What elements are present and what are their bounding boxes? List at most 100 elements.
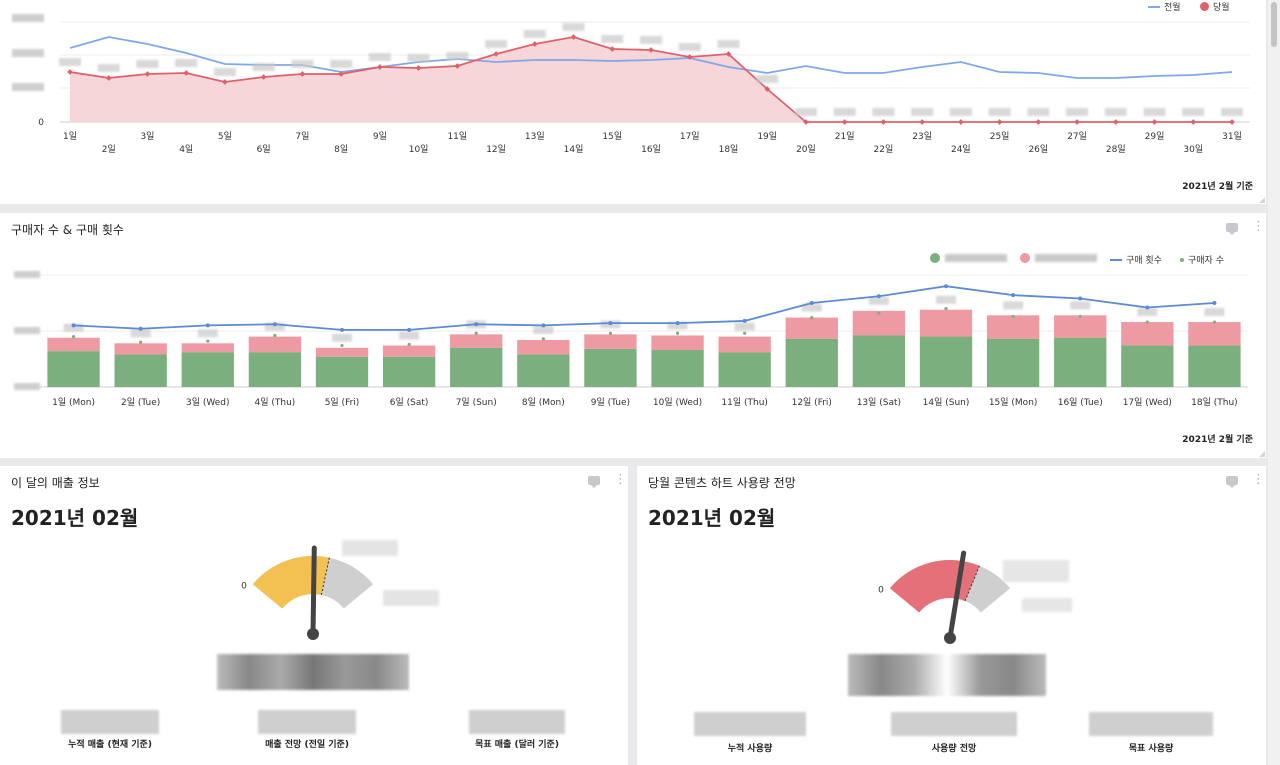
x-tick-label: 22일 <box>874 144 894 155</box>
current-month-point <box>686 54 693 60</box>
current-month-point <box>299 71 306 77</box>
bar-segment-pink <box>852 310 906 336</box>
x-tick-label: 12일 <box>486 144 506 155</box>
x-tick-label: 31일 <box>1222 131 1242 142</box>
current-month-point <box>803 119 809 125</box>
purchaser-count-point <box>877 311 881 315</box>
x-tick-label: 12일 (Fri) <box>792 397 832 408</box>
y-tick-redacted <box>14 383 40 390</box>
bar-segment-pink <box>181 343 234 353</box>
x-tick-label: 9일 (Tue) <box>591 397 630 408</box>
current-month-point <box>377 64 383 70</box>
x-tick-label: 7일 <box>295 131 309 142</box>
bar-segment-pink <box>785 317 838 339</box>
y-tick-redacted <box>12 49 44 57</box>
x-tick-label: 18일 <box>719 144 739 155</box>
kpi-label-cumulative: 누적 사용량 <box>727 744 773 754</box>
data-label-redacted <box>1027 108 1050 116</box>
bar-segment-green <box>517 354 570 387</box>
legend-line[interactable]: 구매 횟수 <box>1110 253 1162 266</box>
bar-segment-pink <box>919 309 973 337</box>
purchase-count-point <box>340 327 344 332</box>
current-month-point <box>958 119 964 125</box>
bar-segment-pink <box>114 343 167 355</box>
legend-bar1-redacted <box>945 254 1007 262</box>
x-tick-label: 1일 <box>63 131 77 142</box>
data-label-redacted <box>868 296 889 305</box>
current-month-point <box>1151 119 1158 125</box>
data-label-redacted <box>407 54 430 62</box>
kpi3-value-redacted <box>1089 712 1213 736</box>
purchase-count-point <box>742 318 747 323</box>
x-tick-label: 2일 (Tue) <box>121 397 160 408</box>
data-label-redacted <box>523 30 546 38</box>
legend-curr-dot-icon <box>1200 2 1209 11</box>
purchase-count-point <box>205 323 210 328</box>
bar-segment-green <box>1054 337 1107 387</box>
x-tick-label: 21일 <box>835 131 855 142</box>
data-label-redacted <box>949 108 972 116</box>
current-month-point <box>1112 119 1119 125</box>
purchase-chart: 1일 (Mon) 2일 (Tue) 3일 (Wed) 4일 (Thu) 5일 (Fri)… <box>14 271 1248 408</box>
data-label-redacted <box>801 303 822 312</box>
x-tick-label: 6일 (Sat) <box>390 397 429 408</box>
current-month-point <box>764 86 771 92</box>
current-month-point <box>260 74 267 80</box>
bar-segment-pink <box>651 335 704 351</box>
y-tick-redacted <box>14 271 40 278</box>
purchaser-count-point <box>1212 320 1217 324</box>
x-tick-label: 1일 (Mon) <box>52 397 95 408</box>
bar-segment-pink <box>584 334 637 349</box>
report-month: 2021년 02월 <box>11 506 139 530</box>
current-month-point <box>996 119 1003 125</box>
data-label-redacted <box>911 108 934 116</box>
x-tick-label: 15일 <box>602 131 622 142</box>
x-tick-label: 3일 <box>140 131 154 142</box>
revenue-panel: 이 달의 매출 정보 ⋮ 2021년 02월 0 누적 매출 (현재 기준) 매… <box>0 466 628 765</box>
bar-segment-green <box>1121 345 1174 387</box>
comment-icon[interactable] <box>1226 475 1238 488</box>
comment-icon[interactable] <box>1226 222 1238 235</box>
revenue-value-redacted <box>217 654 409 690</box>
resize-handle[interactable] <box>1259 197 1265 203</box>
legend-prev[interactable]: 전월 <box>1148 0 1181 13</box>
data-label-redacted <box>988 108 1011 116</box>
legend-bar2[interactable] <box>1020 253 1097 263</box>
x-tick-label: 14일 <box>564 144 584 155</box>
purchaser-count-point <box>944 307 948 311</box>
purchase-count-point <box>71 323 76 328</box>
data-label-redacted <box>264 322 285 331</box>
kpi1-value-redacted <box>61 710 159 734</box>
bar-segment-pink <box>718 336 771 353</box>
page-scrollbar[interactable] <box>1268 0 1280 765</box>
x-tick-label: 8일 <box>334 144 348 155</box>
bar-segment-green <box>718 352 771 387</box>
x-tick-label: 30일 <box>1183 144 1203 155</box>
scrollbar-thumb[interactable] <box>1271 2 1277 47</box>
legend-point[interactable]: 구매자 수 <box>1180 253 1224 266</box>
current-month-point <box>609 46 616 52</box>
purchaser-count-point <box>1011 314 1015 319</box>
data-label-redacted <box>667 321 688 330</box>
x-tick-label: 24일 <box>951 144 971 155</box>
data-label-redacted <box>717 40 740 48</box>
purchaser-count-point <box>608 331 613 335</box>
purchase-panel: 구매자 수 & 구매 횟수 ⋮ 1일 (Mon) 2일 (Tue) 3일 (Wed)… <box>0 213 1266 458</box>
hearts-panel: 당월 콘텐츠 하트 사용량 전망 ⋮ 2021년 02월 0 누적 사용량 사용… <box>637 466 1266 765</box>
data-label-redacted <box>734 322 755 331</box>
x-tick-label: 11일 <box>447 131 467 142</box>
x-tick-label: 16일 <box>641 144 661 155</box>
data-label-redacted <box>213 68 236 76</box>
purchaser-count-point <box>810 315 814 320</box>
legend-bar1[interactable] <box>930 253 1007 263</box>
legend-point-icon <box>1180 257 1184 262</box>
legend-curr[interactable]: 당월 <box>1200 0 1230 13</box>
bar-segment-green <box>584 348 637 387</box>
comment-icon[interactable] <box>588 475 600 488</box>
resize-handle[interactable] <box>1259 451 1265 457</box>
bar-segment-pink <box>517 339 570 355</box>
purchaser-count-point <box>340 343 344 348</box>
x-tick-label: 18일 (Thu) <box>1191 397 1238 408</box>
x-tick-label: 16일 (Tue) <box>1058 397 1103 408</box>
data-label-redacted <box>1070 301 1091 310</box>
